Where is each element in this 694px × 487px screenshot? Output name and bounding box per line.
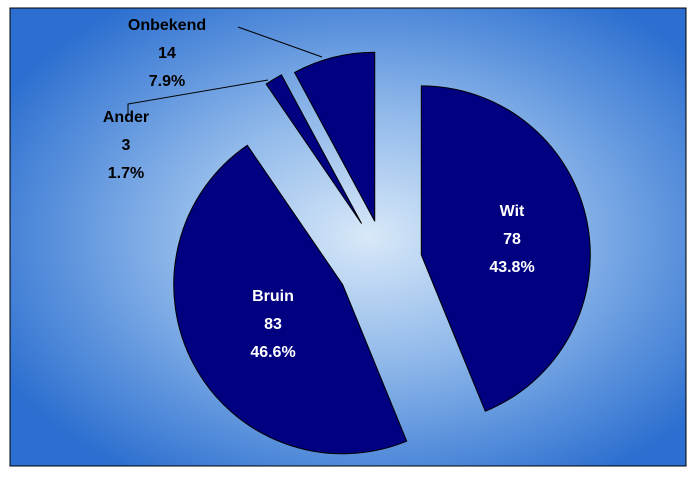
slice-label-percent: 1.7% bbox=[108, 165, 144, 182]
slice-label-name: Wit bbox=[500, 203, 525, 220]
pie-slice bbox=[293, 51, 376, 222]
pie-slice bbox=[265, 74, 363, 224]
slice-label-percent: 7.9% bbox=[149, 73, 185, 90]
slice-label-name: Bruin bbox=[252, 288, 294, 305]
slice-label-percent: 46.6% bbox=[250, 344, 295, 361]
pie-slice bbox=[173, 144, 408, 455]
slice-label-value: 78 bbox=[503, 231, 521, 248]
pie-slice bbox=[420, 85, 591, 412]
slice-label-value: 83 bbox=[264, 316, 282, 333]
slice-label-percent: 43.8% bbox=[489, 259, 534, 276]
leader-line bbox=[237, 26, 323, 58]
slice-label-value: 3 bbox=[122, 137, 131, 154]
slice-label-name: Onbekend bbox=[128, 17, 206, 34]
pie: Wit 78 43.8% Bruin 83 46.6% Ander 3 1.7% Onbekend… bbox=[103, 17, 591, 455]
slice-label-value: 14 bbox=[158, 45, 176, 62]
leader-line bbox=[127, 79, 269, 116]
slice-label-name: Ander bbox=[103, 109, 149, 126]
